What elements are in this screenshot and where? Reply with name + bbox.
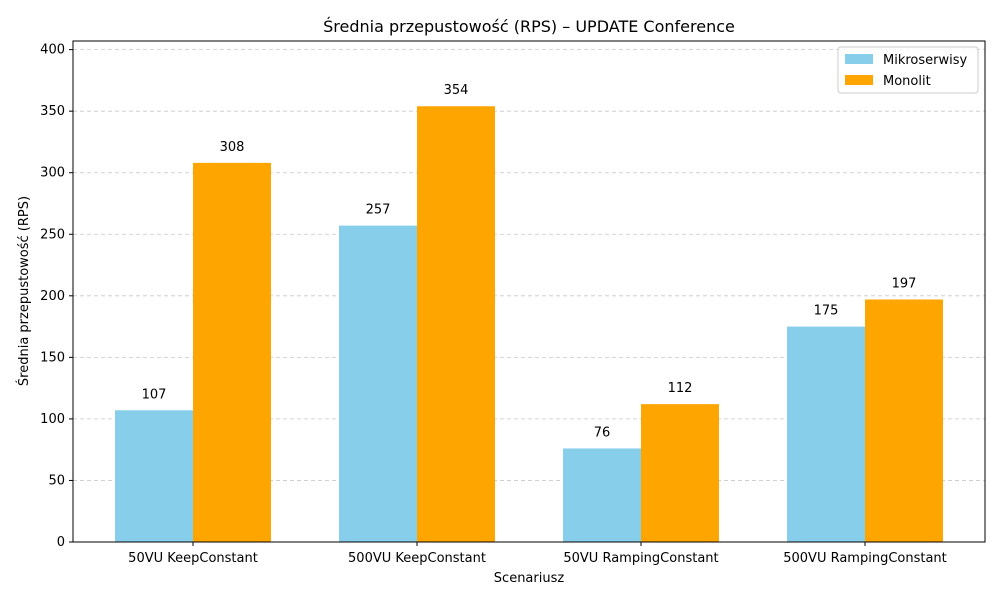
y-axis-label: Średnia przepustowość (RPS) — [16, 196, 32, 386]
x-tick-label: 50VU KeepConstant — [128, 551, 258, 566]
chart-title: Średnia przepustowość (RPS) – UPDATE Con… — [323, 17, 735, 36]
x-axis-ticks: 50VU KeepConstant 500VU KeepConstant 50VU … — [128, 542, 947, 566]
legend: Mikroserwisy Monolit — [837, 46, 979, 94]
data-label: 197 — [892, 277, 917, 292]
plot-frame — [72, 40, 986, 543]
x-tick-label: 500VU RampingConstant — [783, 551, 947, 566]
data-labels: 107 257 76 175 308 354 112 197 — [142, 83, 917, 440]
y-tick-label: 150 — [40, 350, 65, 365]
bar-mikroserwisy-0 — [115, 410, 193, 542]
bar-monolit-2 — [641, 404, 719, 542]
y-tick-label: 300 — [40, 166, 65, 181]
data-label: 354 — [444, 83, 469, 98]
bar-monolit-0 — [193, 162, 271, 542]
bar-mikroserwisy-2 — [563, 448, 641, 542]
y-tick-label: 250 — [40, 227, 65, 242]
bar-monolit-3 — [865, 299, 943, 542]
x-axis-label: Scenariusz — [494, 571, 565, 586]
bar-monolit-1 — [417, 106, 495, 542]
bar-mikroserwisy-3 — [787, 326, 865, 542]
legend-label-mikroserwisy: Mikroserwisy — [883, 53, 968, 68]
data-label: 308 — [220, 140, 245, 155]
data-label: 112 — [668, 381, 693, 396]
x-tick-label: 500VU KeepConstant — [348, 551, 486, 566]
data-label: 76 — [594, 425, 611, 440]
y-tick-label: 100 — [40, 412, 65, 427]
y-tick-label: 400 — [40, 43, 65, 58]
legend-swatch-mikroserwisy — [845, 54, 873, 64]
bars — [115, 106, 943, 542]
bar-mikroserwisy-1 — [339, 225, 417, 542]
data-label: 257 — [366, 203, 391, 218]
legend-swatch-monolit — [845, 75, 873, 85]
y-tick-label: 50 — [48, 473, 65, 488]
y-tick-label: 200 — [40, 289, 65, 304]
y-axis-ticks: 0 50 100 150 200 250 300 350 400 — [40, 43, 73, 550]
y-tick-label: 0 — [57, 535, 65, 550]
legend-label-monolit: Monolit — [883, 74, 931, 89]
y-tick-label: 350 — [40, 104, 65, 119]
data-label: 107 — [142, 387, 167, 402]
data-label: 175 — [814, 304, 839, 319]
x-tick-label: 50VU RampingConstant — [563, 551, 718, 566]
